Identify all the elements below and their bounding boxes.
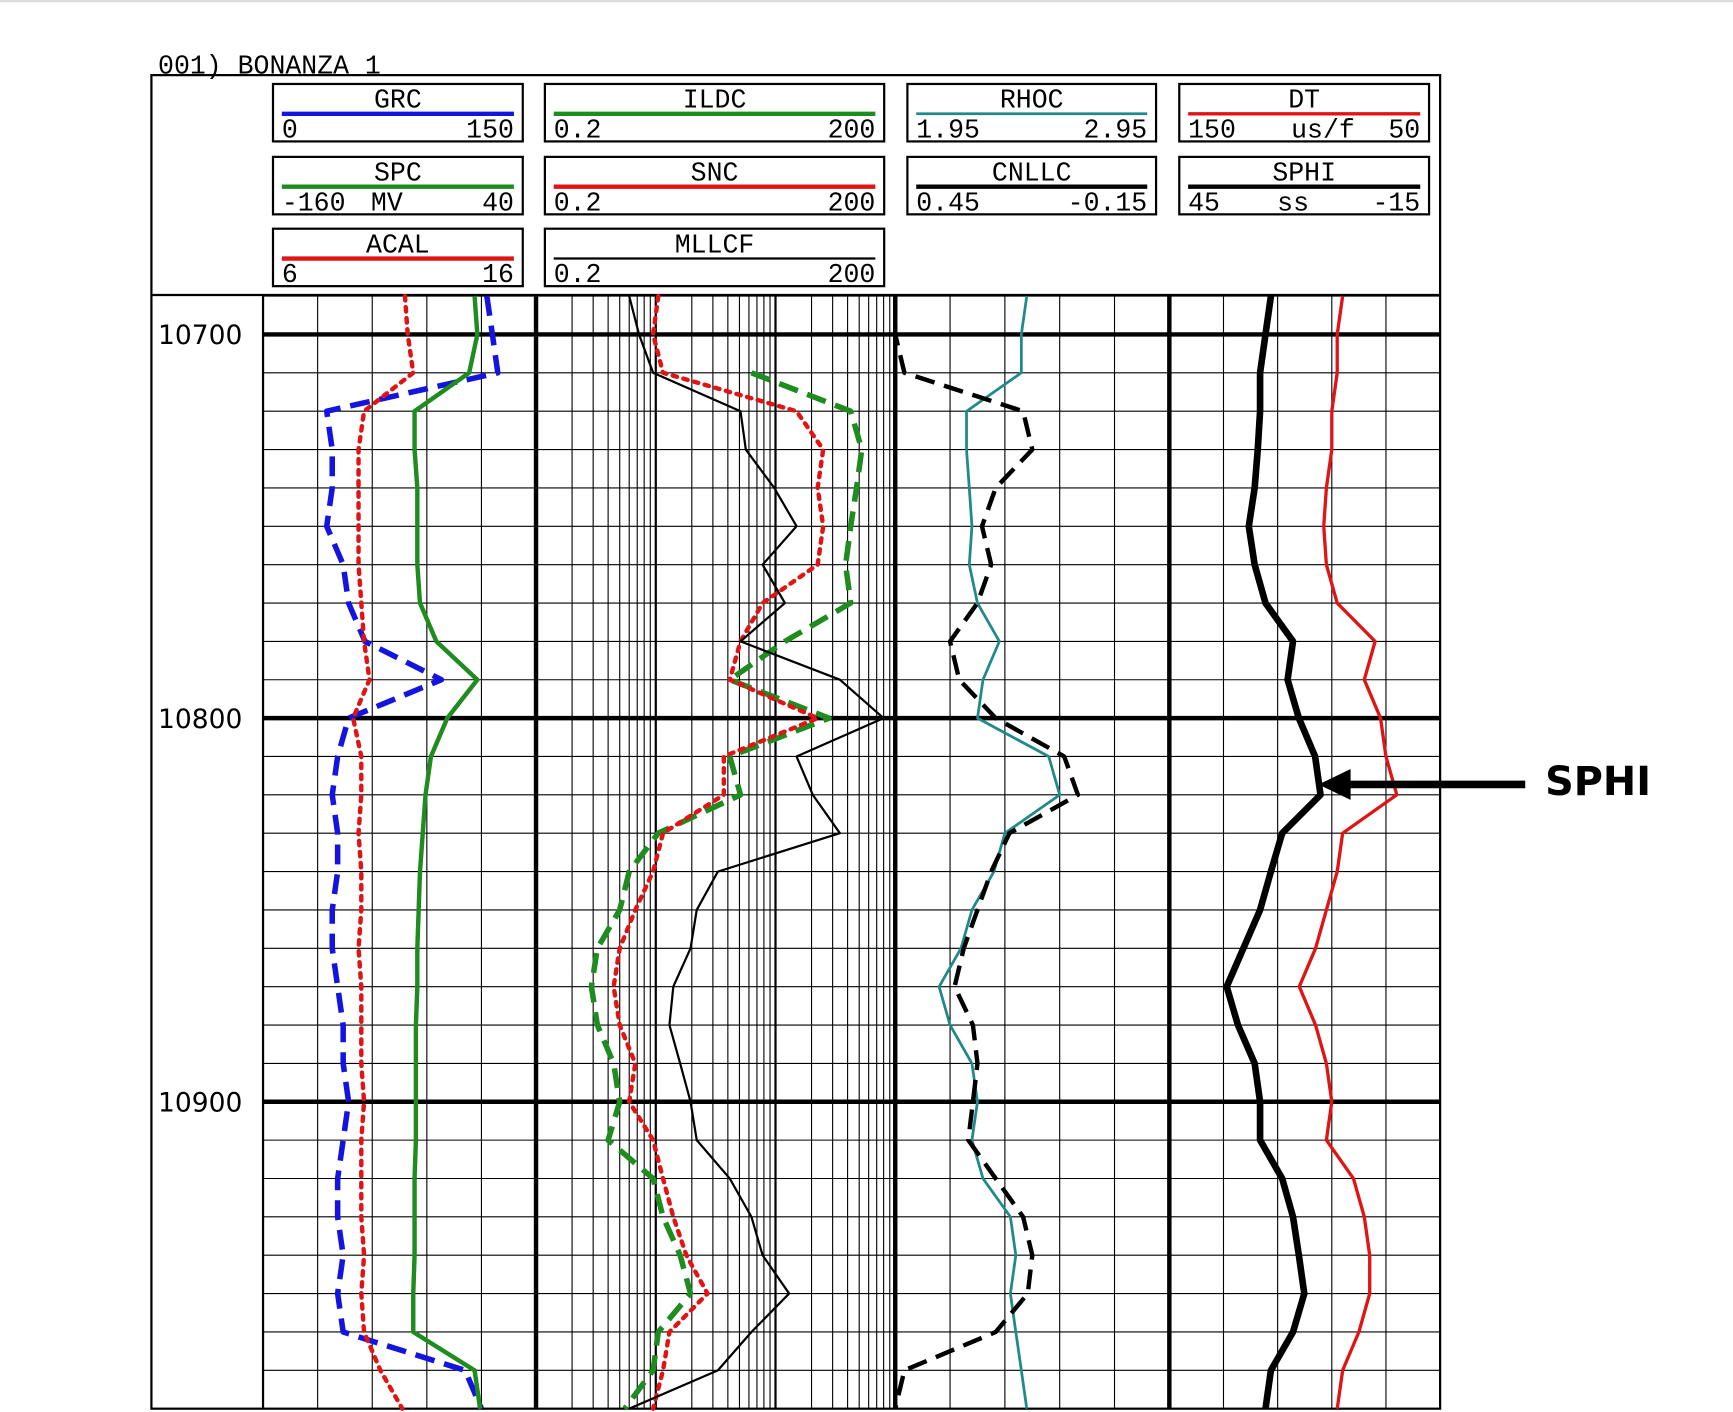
annotation-arrowhead [1318, 768, 1351, 800]
grid: 10700 10800 10900 [158, 295, 1441, 1410]
log-curve [1297, 295, 1399, 1409]
legend-scale-left: 150 [1188, 115, 1236, 145]
depth-tick-label: 10800 [158, 704, 242, 735]
legend-name: CNLLC [992, 158, 1072, 188]
log-curve [1223, 295, 1324, 1410]
legend: GRC 0 150 SPC -160 40 MV ACAL 6 16 ILDC 0.2 200 SNC 0.… [271, 82, 1431, 290]
log-curve [350, 293, 416, 1411]
legend-entry: SPC -160 40 MV [271, 155, 524, 218]
legend-name: DT [1288, 86, 1320, 116]
log-curve [937, 295, 1062, 1409]
legend-entry: GRC 0 150 [271, 82, 524, 145]
legend-scale-right: 150 [466, 115, 514, 145]
legend-scale-left: 0.45 [916, 188, 980, 218]
legend-entry: ILDC 0.2 200 [543, 82, 886, 145]
chart-title: 001) BONANZA 1 [158, 51, 381, 81]
legend-entry: SPHI 45 -15 ss [1178, 155, 1431, 218]
legend-scale-left: 1.95 [916, 115, 980, 145]
legend-entry: MLLCF 0.2 200 [543, 227, 886, 290]
legend-scale-right: 200 [828, 260, 876, 290]
legend-scale-right: 2.95 [1084, 115, 1148, 145]
legend-scale-left: 0.2 [554, 260, 602, 290]
depth-tick-label: 10700 [158, 320, 242, 351]
legend-scale-left: 6 [282, 260, 298, 290]
legend-scale-left: 45 [1188, 188, 1220, 218]
legend-unit: us/f [1291, 115, 1355, 145]
curves [323, 293, 1399, 1411]
legend-scale-left: 0.2 [554, 115, 602, 145]
legend-scale-right: 16 [482, 260, 514, 290]
legend-name: RHOC [1000, 86, 1064, 116]
legend-unit: MV [371, 188, 403, 218]
legend-scale-right: -15 [1372, 188, 1420, 218]
legend-name: SNC [691, 158, 739, 188]
log-curve [323, 295, 501, 1410]
log-curve [628, 295, 885, 1410]
legend-scale-right: 50 [1388, 115, 1420, 145]
legend-name: MLLCF [675, 230, 755, 260]
legend-entry: ACAL 6 16 [271, 227, 524, 290]
legend-scale-right: -0.15 [1068, 188, 1148, 218]
legend-scale-left: 0 [282, 115, 298, 145]
legend-unit: ss [1277, 188, 1309, 218]
legend-scale-left: -160 [282, 188, 346, 218]
log-curve [411, 295, 483, 1410]
depth-tick-label: 10900 [158, 1087, 242, 1118]
legend-scale-left: 0.2 [554, 188, 602, 218]
legend-name: SPHI [1272, 158, 1336, 188]
legend-entry: DT 150 50 us/f [1178, 82, 1431, 145]
legend-name: SPC [374, 158, 422, 188]
log-curve [893, 296, 1081, 1410]
log-curve [611, 293, 826, 1411]
annotation: SPHI [1545, 759, 1651, 805]
legend-name: ILDC [683, 86, 747, 116]
legend-name: ACAL [366, 230, 430, 260]
log-curve [588, 370, 865, 1411]
legend-entry: CNLLC 0.45 -0.15 [906, 155, 1158, 218]
legend-entry: RHOC 1.95 2.95 [906, 82, 1158, 145]
legend-scale-right: 40 [482, 188, 514, 218]
legend-name: GRC [374, 86, 422, 116]
legend-entry: SNC 0.2 200 [543, 155, 886, 218]
legend-scale-right: 200 [828, 188, 876, 218]
legend-scale-right: 200 [828, 115, 876, 145]
